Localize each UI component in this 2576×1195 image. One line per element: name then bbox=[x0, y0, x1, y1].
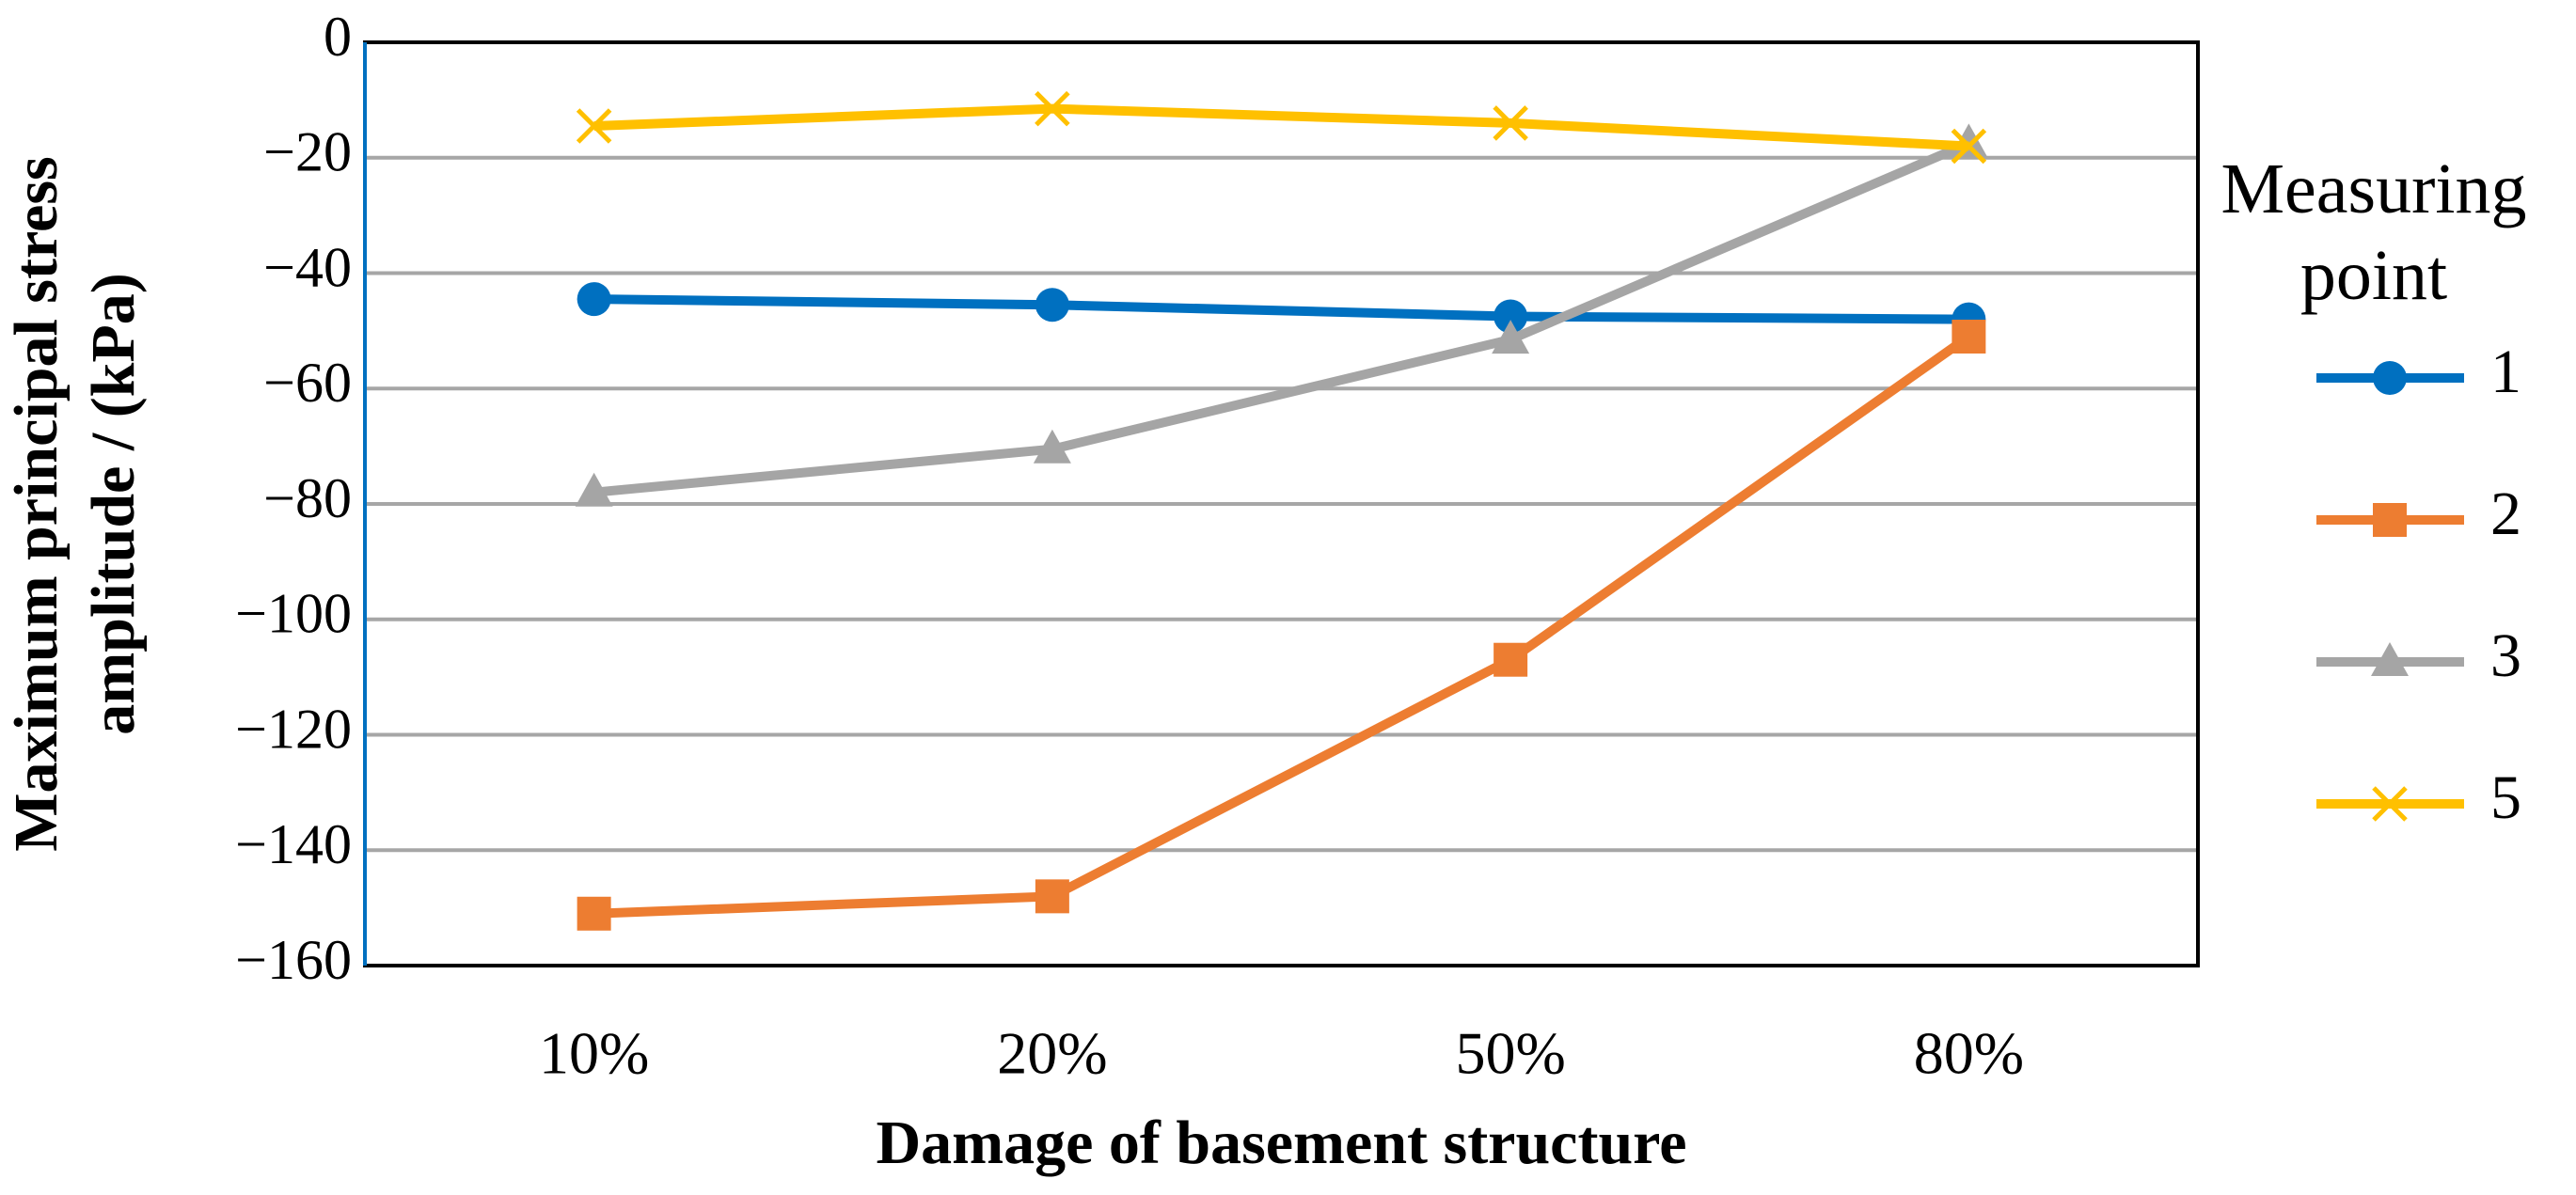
legend-label: 1 bbox=[2490, 338, 2521, 406]
x-axis-title: Damage of basement structure bbox=[876, 1109, 1686, 1177]
legend-marker bbox=[2373, 503, 2407, 537]
legend-label: 3 bbox=[2490, 621, 2521, 690]
y-tick-label: −20 bbox=[263, 121, 352, 183]
y-tick-label: −80 bbox=[263, 467, 352, 529]
y-tick-label: −160 bbox=[235, 929, 352, 991]
y-tick-label: −60 bbox=[263, 352, 352, 414]
data-point bbox=[1493, 105, 1528, 141]
data-point bbox=[1493, 642, 1528, 677]
series-line bbox=[593, 332, 1972, 919]
x-tick-label: 20% bbox=[997, 1020, 1107, 1087]
y-axis-title: Maximum principal stress amplitude / (kP… bbox=[2, 156, 148, 852]
y-tick-label: −100 bbox=[235, 583, 352, 645]
data-point bbox=[1493, 299, 1528, 334]
x-tick-label: 10% bbox=[539, 1020, 649, 1087]
data-point bbox=[576, 108, 612, 144]
data-point bbox=[1035, 288, 1069, 322]
series-line bbox=[593, 138, 1971, 497]
y-tick-label: −40 bbox=[263, 236, 352, 298]
y-tick-label: 0 bbox=[324, 6, 352, 68]
data-point bbox=[1035, 879, 1069, 914]
series-line bbox=[593, 294, 1969, 324]
legend-marker bbox=[2373, 361, 2407, 395]
x-tick-label: 80% bbox=[1914, 1020, 2024, 1087]
legend-marker bbox=[2372, 786, 2408, 822]
y-tick-label: −120 bbox=[235, 698, 352, 760]
legend-label: 2 bbox=[2490, 480, 2521, 548]
data-point bbox=[1952, 320, 1986, 354]
data-point bbox=[1492, 320, 1530, 354]
legend-marker bbox=[2371, 642, 2409, 676]
data-point bbox=[1951, 128, 1987, 165]
data-point bbox=[1033, 429, 1071, 464]
legend-title: Measuring point bbox=[2220, 149, 2527, 315]
data-point bbox=[575, 472, 613, 507]
legend-label: 5 bbox=[2490, 763, 2521, 832]
series-line bbox=[593, 103, 1969, 151]
x-tick-label: 50% bbox=[1455, 1020, 1565, 1087]
data-point bbox=[577, 282, 611, 317]
data-point bbox=[1950, 123, 1988, 158]
data-point bbox=[1035, 90, 1070, 127]
y-tick-label: −140 bbox=[235, 813, 352, 875]
data-point bbox=[577, 896, 611, 931]
